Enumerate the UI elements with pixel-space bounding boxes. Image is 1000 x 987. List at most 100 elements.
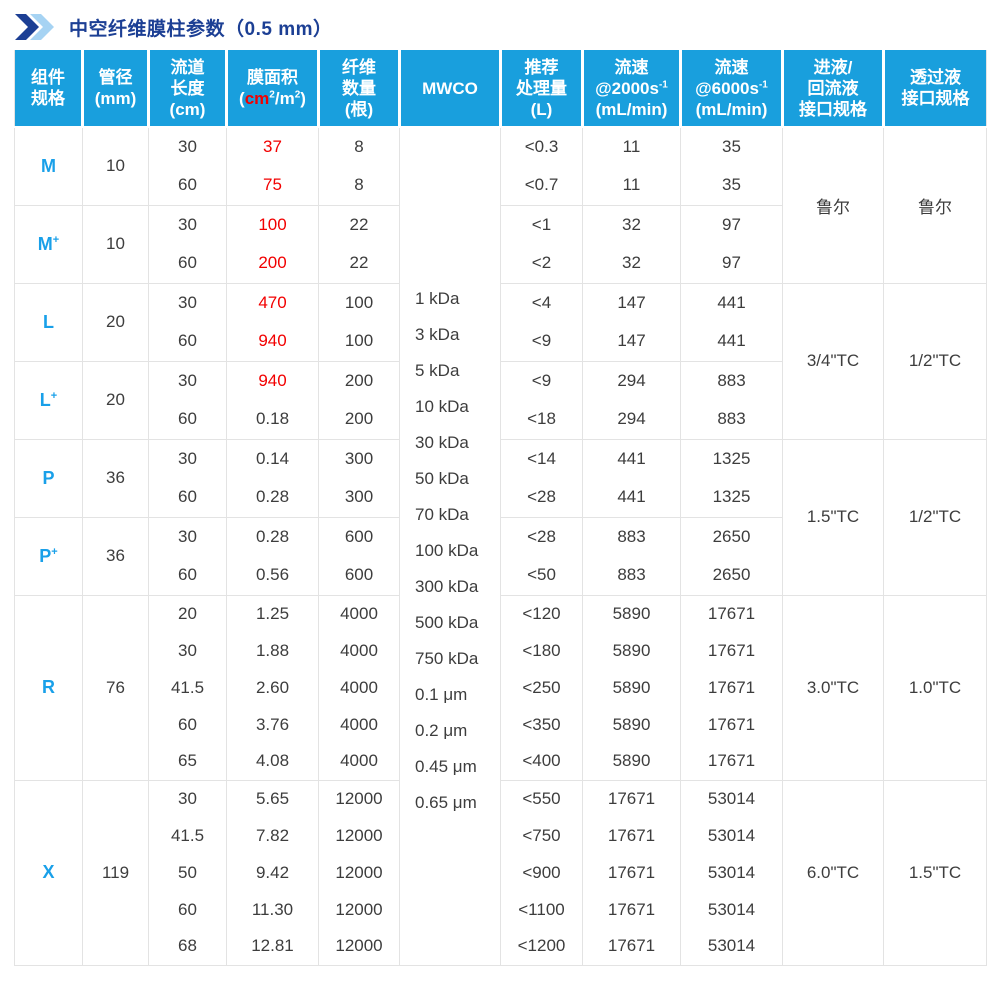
flow-2000-value: 17671 (582, 928, 681, 965)
flow-2000-value: 32 (582, 204, 681, 244)
volume-value: <120 (500, 594, 583, 632)
diameter-value: 10 (82, 127, 149, 205)
membrane-area-value: 37 (226, 127, 319, 166)
volume-value: <1200 (500, 928, 583, 965)
volume-value: <1 (500, 204, 583, 244)
fiber-count-value: 12000 (318, 817, 400, 854)
fiber-count-value: 300 (318, 478, 400, 517)
volume-value: <50 (500, 556, 583, 595)
mwco-item: 100 kDa (415, 541, 479, 560)
volume-value: <14 (500, 438, 583, 478)
volume-value: <28 (500, 478, 583, 517)
channel-length-value: 41.5 (148, 669, 227, 706)
diameter-value: 36 (82, 516, 149, 595)
fiber-count-value: 22 (318, 204, 400, 244)
inlet-interface-value: 鲁尔 (782, 127, 884, 283)
table-row: 60 0.56 600 <50 883 2650 (15, 556, 987, 595)
header-cell-mwco: MWCO (398, 50, 501, 128)
header-cell-volume: 推荐 处理量 (L) (499, 50, 583, 128)
membrane-area-value: 1.25 (226, 594, 319, 632)
flow-2000-value: 11 (582, 166, 681, 205)
fiber-count-value: 4000 (318, 706, 400, 743)
flow-6000-value: 53014 (680, 854, 783, 891)
flow-2000-value: 32 (582, 244, 681, 283)
volume-value: <900 (500, 854, 583, 891)
mwco-cell: 1 kDa 3 kDa 5 kDa 10 kDa 30 kDa 50 kDa 70 kDa 1… (399, 127, 501, 965)
membrane-area-value: 100 (226, 204, 319, 244)
mwco-item: 0.65 μm (415, 793, 477, 812)
membrane-area-value: 1.88 (226, 632, 319, 669)
volume-value: <0.3 (500, 127, 583, 166)
table-row: 41.5 7.82 12000 <750 17671 53014 (15, 817, 987, 854)
flow-6000-value: 1325 (680, 478, 783, 517)
flow-6000-value: 883 (680, 360, 783, 400)
inlet-interface-value: 3.0"TC (782, 594, 884, 780)
channel-length-value: 60 (148, 706, 227, 743)
channel-length-value: 65 (148, 743, 227, 780)
flow-2000-value: 5890 (582, 632, 681, 669)
volume-value: <550 (500, 779, 583, 817)
fiber-count-value: 4000 (318, 632, 400, 669)
fiber-count-value: 100 (318, 322, 400, 361)
diameter-value: 20 (82, 282, 149, 361)
flow-2000-value: 5890 (582, 669, 681, 706)
inlet-interface-value: 6.0"TC (782, 779, 884, 965)
membrane-area-value: 2.60 (226, 669, 319, 706)
flow-6000-value: 53014 (680, 779, 783, 817)
table-row: L+ 20 30 940 200 <9 294 883 (14, 360, 987, 439)
flow-6000-value: 35 (680, 127, 783, 166)
component-label: L (14, 282, 83, 361)
membrane-area-value: 4.08 (226, 743, 319, 780)
membrane-area-value: 200 (226, 244, 319, 283)
permeate-interface-value: 1/2"TC (883, 282, 987, 439)
flow-6000-value: 2650 (680, 556, 783, 595)
inlet-interface-value: 3/4"TC (782, 282, 884, 439)
component-label: M (14, 127, 83, 205)
channel-length-value: 68 (148, 928, 227, 965)
volume-value: <0.7 (500, 166, 583, 205)
table-row: 68 12.81 12000 <1200 17671 53014 (15, 928, 987, 965)
flow-6000-value: 883 (680, 400, 783, 439)
table-row: L 20 30 470 100 <4 147 441 3/4"TC 1/2"TC (14, 282, 987, 439)
volume-value: <750 (500, 817, 583, 854)
table-row: 60 75 8 <0.7 11 35 (15, 166, 987, 205)
flow-2000-value: 17671 (582, 817, 681, 854)
page-title: 中空纤维膜柱参数（0.5 mm） (69, 18, 333, 40)
permeate-interface-value: 1.5"TC (883, 779, 987, 965)
membrane-area-value: 0.18 (226, 400, 319, 439)
table-row: M+ 10 30 100 22 <1 32 97 (14, 204, 987, 283)
header-cell-diameter: 管径 (mm) (81, 50, 149, 128)
component-label: P (14, 438, 83, 517)
table-row: M 10 30 37 8 1 kDa 3 kDa 5 kDa 10 kDa 30 kDa 50 kD… (14, 127, 987, 965)
fiber-count-value: 200 (318, 400, 400, 439)
membrane-area-value: 0.56 (226, 556, 319, 595)
membrane-area-value: 940 (226, 322, 319, 361)
table-row: 60 200 22 <2 32 97 (15, 244, 987, 283)
header-cell-component: 组件 规格 (14, 50, 83, 128)
component-label: M+ (14, 204, 83, 283)
fiber-count-value: 300 (318, 438, 400, 478)
diameter-value: 76 (82, 594, 149, 780)
channel-length-value: 30 (148, 779, 227, 817)
flow-6000-value: 1325 (680, 438, 783, 478)
volume-value: <4 (500, 282, 583, 322)
header-cell-fiber-count: 纤维 数量 (根) (317, 50, 400, 128)
mwco-item: 750 kDa (415, 649, 479, 668)
flow-6000-value: 53014 (680, 891, 783, 928)
fiber-count-value: 8 (318, 166, 400, 205)
diameter-value: 20 (82, 360, 149, 439)
table-row: R 76 20 1.25 4000 <120 5890 17671 3.0"TC 1.0"TC (14, 594, 987, 780)
permeate-interface-value: 鲁尔 (883, 127, 987, 283)
flow-2000-value: 17671 (582, 854, 681, 891)
header-cell-flow-6000: 流速 @6000s-1 (mL/min) (679, 50, 783, 128)
component-label: R (14, 594, 83, 780)
mwco-item: 5 kDa (415, 361, 460, 380)
channel-length-value: 30 (148, 204, 227, 244)
table-row: X 119 30 5.65 12000 <550 17671 53014 6.0"TC 1.5"T… (14, 779, 987, 965)
header-cell-channel-length: 流道 长度 (cm) (147, 50, 227, 128)
membrane-area-value: 0.28 (226, 516, 319, 556)
membrane-area-value: 0.14 (226, 438, 319, 478)
table-row: 60 940 100 <9 147 441 (15, 322, 987, 361)
component-label: L+ (14, 360, 83, 439)
table-header-row: 组件 规格 管径 (mm) 流道 长度 (cm) 膜面积 (cm2/m2) 纤维 数量 (根) MWCO… (14, 50, 987, 128)
